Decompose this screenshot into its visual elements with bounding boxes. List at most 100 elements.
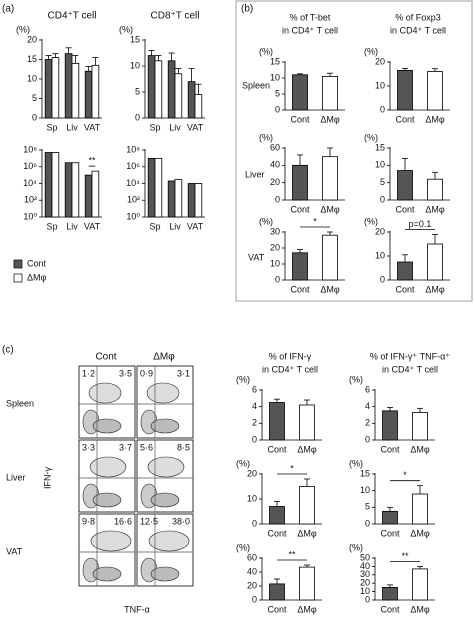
- bar: [147, 55, 156, 119]
- y-tick-label: 15: [375, 142, 385, 152]
- quadrant-value: 9·8: [82, 516, 95, 526]
- y-axis-label: (%): [364, 216, 378, 226]
- y-tick-label: 0: [275, 274, 280, 284]
- bar: [397, 261, 413, 281]
- bar: [427, 71, 443, 111]
- y-tick-label: 10⁴: [23, 178, 37, 188]
- y-tick-label: 5: [365, 502, 370, 512]
- flow-density: [147, 456, 185, 478]
- bar: [174, 179, 183, 218]
- y-tick-label: 0: [365, 434, 370, 444]
- flow-row-label: VAT: [6, 546, 23, 556]
- significance-label: *: [313, 216, 317, 226]
- x-tick-label: Cont: [380, 444, 400, 454]
- flow-density: [89, 456, 127, 478]
- y-tick-label: 10: [270, 72, 280, 82]
- bar: [187, 183, 196, 218]
- y-tick-label: 40: [270, 160, 280, 170]
- y-tick-label: 15: [130, 34, 140, 44]
- y-tick-label: 10: [360, 485, 370, 495]
- y-tick-label: 10⁸: [126, 144, 140, 154]
- quadrant-value: 5·6: [140, 442, 153, 452]
- x-tick-label: VAT: [84, 122, 101, 132]
- x-tick-label: VAT: [84, 221, 101, 231]
- y-tick-label: 0: [365, 518, 370, 528]
- y-tick-label: 15: [27, 54, 37, 64]
- x-tick-label: VAT: [187, 122, 204, 132]
- column-title: % of IFN-γ⁺ TNF-α⁺: [370, 351, 450, 361]
- y-axis-label: (%): [259, 132, 273, 142]
- x-tick-label: Sp: [149, 221, 160, 231]
- bar: [299, 486, 315, 525]
- flow-row-label: Liver: [6, 472, 26, 482]
- bar: [44, 59, 53, 119]
- y-tick-label: 5: [32, 93, 37, 103]
- quadrant-value: 3·7: [119, 442, 132, 452]
- y-tick-label: 10: [247, 493, 257, 503]
- y-tick-label: 5: [275, 88, 280, 98]
- x-tick-label: Liv: [169, 221, 181, 231]
- panel-b-frame: [235, 0, 473, 302]
- significance-label: **: [288, 549, 296, 559]
- bar: [51, 152, 60, 218]
- y-tick-label: 0: [135, 112, 140, 122]
- flow-row-label: Spleen: [6, 398, 34, 408]
- y-tick-label: 10⁸: [23, 144, 37, 154]
- bar: [194, 94, 203, 119]
- bar: [427, 178, 443, 201]
- x-tick-label: Cont: [290, 284, 310, 294]
- y-tick-label: 20: [360, 578, 370, 588]
- y-tick-label: 0: [252, 518, 257, 528]
- quadrant-value: 1·2: [82, 368, 95, 378]
- y-tick-label: 0: [380, 104, 385, 114]
- x-tick-label: Cont: [380, 604, 400, 614]
- y-axis-label: (%): [16, 24, 30, 34]
- quadrant-value: 3·3: [82, 442, 95, 452]
- x-tick-label: Sp: [149, 122, 160, 132]
- y-tick-label: 20: [247, 468, 257, 478]
- y-tick-label: 30: [360, 569, 370, 579]
- bar: [174, 73, 183, 119]
- x-tick-label: Liv: [66, 221, 78, 231]
- y-tick-label: 10: [375, 80, 385, 90]
- row-label: Spleen: [242, 80, 270, 90]
- y-axis-label: (%): [236, 374, 250, 384]
- y-tick-label: 10⁶: [126, 161, 140, 171]
- flow-density: [150, 418, 180, 434]
- flow-y-label: IFN-γ: [42, 467, 52, 489]
- chart-title: CD8⁺T cell: [151, 11, 200, 22]
- y-tick-label: 0: [365, 594, 370, 604]
- x-tick-label: Cont: [395, 284, 415, 294]
- x-tick-label: Cont: [290, 114, 310, 124]
- panel-label: (b): [241, 4, 253, 15]
- bar: [412, 493, 428, 525]
- panel-label: (c): [2, 345, 14, 356]
- y-tick-label: 0: [275, 104, 280, 114]
- bar: [64, 162, 73, 218]
- y-tick-label: 10: [360, 586, 370, 596]
- x-tick-label: ΔMφ: [425, 204, 445, 214]
- y-tick-label: 10⁰: [126, 211, 140, 221]
- y-tick-label: 10⁰: [23, 211, 37, 221]
- bar: [269, 506, 285, 525]
- y-axis-label: (%): [364, 46, 378, 56]
- x-tick-label: Cont: [267, 604, 287, 614]
- column-title: % of T-bet: [290, 12, 331, 22]
- y-tick-label: 20: [247, 580, 257, 590]
- y-tick-label: 2: [365, 418, 370, 428]
- bar: [194, 183, 203, 218]
- x-tick-label: VAT: [187, 221, 204, 231]
- legend-label: ΔMφ: [27, 272, 47, 282]
- y-tick-label: 10⁶: [23, 161, 37, 171]
- bar: [71, 63, 80, 119]
- flow-column-label: Cont: [95, 352, 116, 363]
- y-tick-label: 10: [27, 73, 37, 83]
- row-label: VAT: [248, 252, 265, 262]
- x-tick-label: ΔMφ: [425, 284, 445, 294]
- bar: [269, 583, 285, 601]
- y-tick-label: 40: [360, 561, 370, 571]
- panel-label: (a): [2, 4, 14, 15]
- y-tick-label: 10²: [24, 195, 37, 205]
- y-axis-label: (%): [259, 46, 273, 56]
